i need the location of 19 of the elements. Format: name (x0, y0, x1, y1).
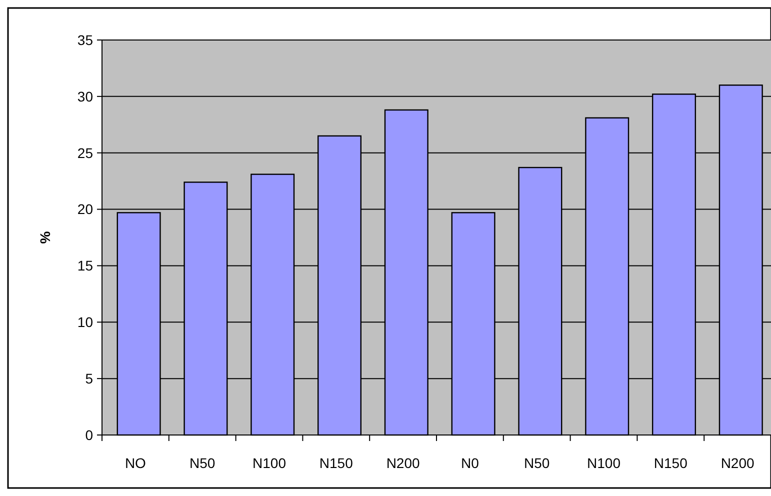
x-tick-label: N0 (460, 455, 480, 471)
x-tick-label: N50 (190, 455, 216, 471)
x-tick-label: N50 (524, 455, 550, 471)
y-tick-label: 25 (77, 144, 94, 161)
x-tick-label: N200 (720, 455, 754, 471)
y-tick-label: 30 (77, 88, 94, 104)
x-tick-label: NO (124, 455, 146, 471)
x-tick-label: N100 (252, 455, 286, 471)
y-tick-label: 10 (77, 314, 94, 330)
x-tick-label: N150 (654, 455, 688, 471)
y-tick-label: 5 (85, 370, 94, 386)
x-tick-label: N100 (587, 455, 621, 471)
x-tick-label: N200 (386, 455, 420, 471)
y-tick-label: 20 (77, 201, 94, 218)
y-tick-label: 15 (77, 258, 94, 274)
y-tick-label: 0 (85, 426, 94, 443)
y-axis-title: % (37, 230, 53, 244)
x-tick-label: N150 (319, 455, 354, 471)
y-tick-label: 35 (77, 32, 94, 48)
